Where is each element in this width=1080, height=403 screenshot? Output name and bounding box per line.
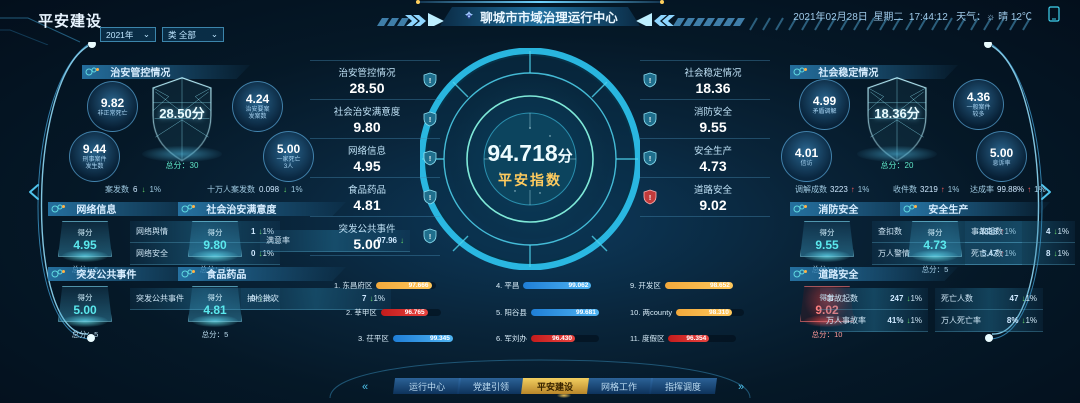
- svg-text:!: !: [429, 117, 431, 124]
- svg-text:!: !: [649, 78, 651, 85]
- svg-text:!: !: [429, 78, 431, 85]
- svg-text:!: !: [429, 234, 431, 241]
- svg-text:!: !: [429, 156, 431, 163]
- svg-text:!: !: [429, 195, 431, 202]
- svg-text:!: !: [649, 156, 651, 163]
- svg-text:!: !: [649, 117, 651, 124]
- svg-text:!: !: [649, 195, 651, 202]
